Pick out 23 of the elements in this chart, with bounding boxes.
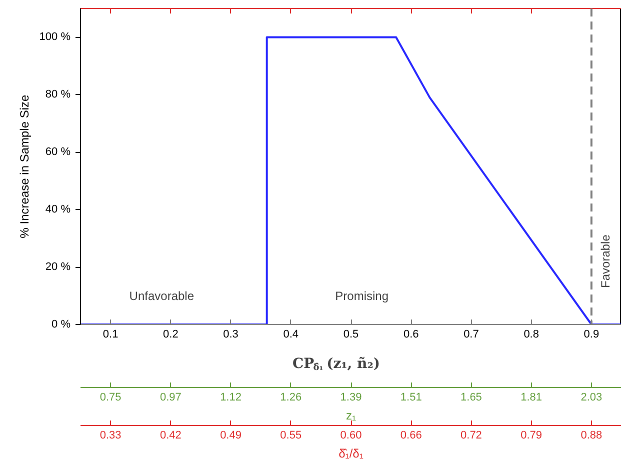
- text: 0.75 0.97 1.12 1.26 1.39 1.51 1.65 1.81 2.03: [100, 392, 602, 404]
- text: 0.33 0.42 0.49 0.55 0.60 0.66 0.72 0.79 0.88: [100, 430, 602, 442]
- y-tick-label: 60 %: [45, 146, 71, 158]
- x-tick-label: 0.8: [524, 328, 539, 340]
- text: z₁: [346, 408, 356, 422]
- y-tick-label: 0 %: [52, 318, 71, 330]
- y-tick-label: 40 %: [45, 204, 71, 216]
- y-tick-label: 20 %: [45, 261, 71, 274]
- y-tick-label: 80 %: [45, 88, 71, 101]
- x-tick-label: 0.2: [163, 328, 178, 340]
- x-tick-label: 0.9: [584, 328, 600, 340]
- annotation: Favorable: [598, 234, 612, 288]
- x-tick-label: 0.3: [223, 328, 238, 340]
- x-tick-label: 0.7: [464, 328, 479, 340]
- text: δ̂₁/δ₁: [338, 446, 364, 460]
- y-tick-label: 100 %: [39, 31, 71, 44]
- x-tick-label: 0.5: [343, 328, 359, 340]
- annotation: Unfavorable: [129, 289, 194, 304]
- x-tick-label: 0.6: [403, 328, 419, 340]
- y-axis-title: % Increase in Sample Size: [17, 94, 32, 238]
- x-tick-label: 0.1: [102, 328, 118, 340]
- annotation: Promising: [335, 289, 389, 304]
- x-tick-label: 0.4: [283, 328, 299, 340]
